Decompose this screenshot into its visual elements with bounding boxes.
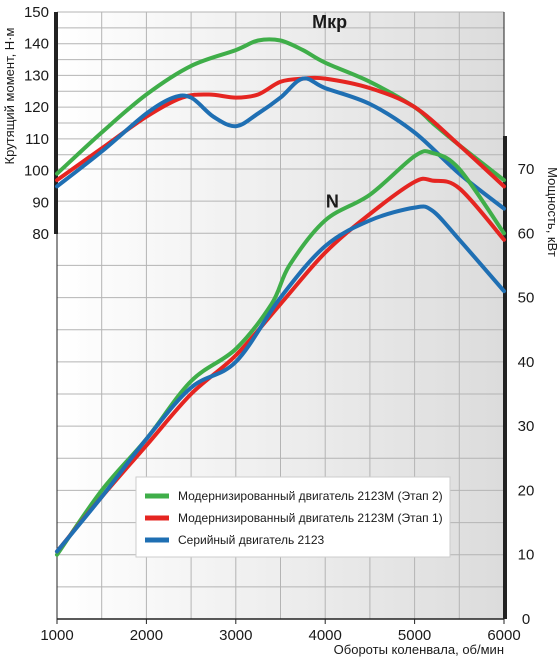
y-right-tick-label: 0	[522, 611, 530, 628]
y-right-tick-label: 60	[518, 225, 535, 242]
series-annotation: N	[326, 192, 339, 212]
right-axis-bar	[503, 136, 507, 619]
y-left-tick-label: 140	[24, 36, 49, 53]
y-left-tick-label: 80	[32, 226, 49, 243]
y-left-tick-label: 150	[24, 4, 49, 21]
y-left-tick-label: 90	[32, 194, 49, 211]
legend-box	[135, 476, 451, 558]
x-tick-label: 2000	[130, 627, 163, 644]
x-tick-label: 4000	[309, 627, 342, 644]
y-right-tick-label: 10	[518, 547, 535, 564]
series-line-torque-3	[55, 76, 506, 211]
y-left-tick-label: 120	[24, 99, 49, 116]
series-annotations: Мкр N	[312, 12, 347, 212]
x-tick-label: 3000	[219, 627, 252, 644]
y-right-tick-label: 50	[518, 290, 535, 307]
legend-label: Модернизированный двигатель 2123М (Этап …	[178, 511, 443, 525]
legend-label: Модернизированный двигатель 2123М (Этап …	[178, 489, 443, 503]
x-axis-title: Обороты коленвала, об/мин	[334, 642, 504, 657]
x-tick-label: 1000	[40, 627, 73, 644]
left-axis-bar	[54, 12, 58, 234]
series-line-power-3	[55, 204, 506, 554]
y-right-tick-label: 70	[518, 161, 535, 178]
y-left-axis-title: Крутящий момент, Н·м	[2, 27, 17, 164]
legend-label: Серийный двигатель 2123	[178, 533, 325, 547]
x-tick-label: 6000	[487, 627, 520, 644]
y-left-tick-label: 100	[24, 163, 49, 180]
y-right-tick-label: 30	[518, 418, 535, 435]
y-right-tick-label: 40	[518, 354, 535, 371]
series-lines	[55, 37, 506, 557]
legend: Модернизированный двигатель 2123М (Этап …	[135, 476, 451, 558]
y-right-axis-title: Мощность, кВт	[545, 167, 560, 257]
series-line-torque-2	[55, 75, 506, 189]
y-right-tick-label: 20	[518, 482, 535, 499]
series-annotation: Мкр	[312, 12, 347, 32]
axes: 1000 2000 3000 4000 5000 60008090100110120130…	[2, 4, 560, 657]
series-line-power-2	[55, 176, 506, 554]
x-tick-label: 5000	[398, 627, 431, 644]
y-left-tick-label: 130	[24, 67, 49, 84]
y-left-tick-label: 110	[25, 131, 49, 148]
